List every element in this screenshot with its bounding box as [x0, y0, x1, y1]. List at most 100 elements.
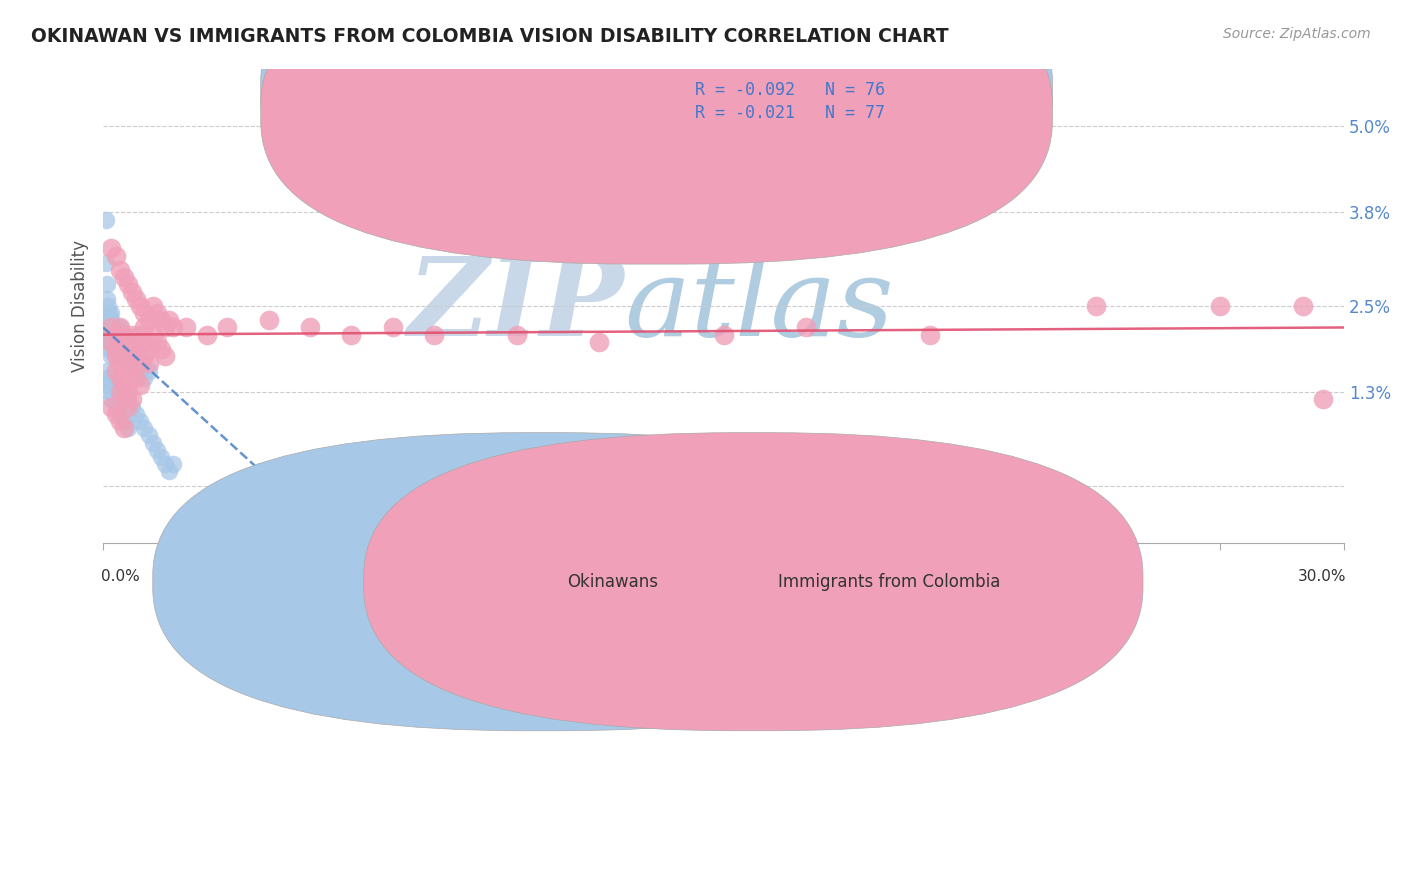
- Point: [100, 241, 122, 255]
- Point: [97, 313, 120, 327]
- Point: [794, 320, 817, 334]
- Point: [129, 356, 152, 370]
- Point: [100, 392, 122, 407]
- Point: [96, 306, 118, 320]
- Point: [129, 349, 152, 363]
- FancyBboxPatch shape: [612, 74, 953, 128]
- Point: [104, 400, 127, 414]
- Point: [108, 385, 131, 400]
- Point: [112, 342, 135, 356]
- Point: [112, 378, 135, 392]
- Point: [96, 364, 118, 378]
- Point: [112, 342, 135, 356]
- Point: [112, 414, 135, 428]
- Point: [108, 407, 131, 421]
- Point: [129, 414, 152, 428]
- Point: [100, 320, 122, 334]
- Point: [98, 327, 121, 342]
- Point: [129, 378, 152, 392]
- Text: 30.0%: 30.0%: [1298, 569, 1347, 584]
- Point: [125, 334, 148, 349]
- Point: [117, 421, 139, 435]
- Point: [162, 320, 184, 334]
- Point: [121, 342, 143, 356]
- Point: [506, 327, 529, 342]
- Point: [146, 334, 169, 349]
- Point: [713, 327, 735, 342]
- Point: [104, 334, 127, 349]
- Point: [98, 334, 121, 349]
- Point: [121, 364, 143, 378]
- Point: [117, 349, 139, 363]
- Point: [117, 385, 139, 400]
- Point: [153, 320, 176, 334]
- Point: [98, 385, 121, 400]
- Point: [1291, 299, 1313, 313]
- Point: [129, 327, 152, 342]
- Point: [103, 327, 125, 342]
- Point: [104, 407, 127, 421]
- FancyBboxPatch shape: [260, 0, 1053, 242]
- Point: [112, 327, 135, 342]
- Point: [103, 320, 125, 334]
- Point: [146, 442, 169, 457]
- Point: [125, 292, 148, 306]
- Point: [104, 378, 127, 392]
- Point: [121, 356, 143, 370]
- Point: [107, 342, 129, 356]
- Point: [98, 320, 121, 334]
- Point: [121, 327, 143, 342]
- Point: [108, 320, 131, 334]
- Point: [112, 392, 135, 407]
- Point: [142, 327, 165, 342]
- Point: [125, 349, 148, 363]
- Point: [257, 313, 280, 327]
- Point: [117, 342, 139, 356]
- Point: [104, 342, 127, 356]
- Point: [117, 277, 139, 292]
- Point: [195, 327, 218, 342]
- Point: [298, 320, 321, 334]
- Point: [98, 371, 121, 385]
- Point: [107, 334, 129, 349]
- Text: 0.0%: 0.0%: [101, 569, 139, 584]
- Point: [142, 435, 165, 450]
- Point: [97, 320, 120, 334]
- Point: [100, 342, 122, 356]
- Point: [121, 342, 143, 356]
- Point: [117, 334, 139, 349]
- Point: [97, 299, 120, 313]
- Point: [153, 457, 176, 471]
- Point: [104, 327, 127, 342]
- Point: [108, 349, 131, 363]
- Point: [108, 414, 131, 428]
- Point: [108, 356, 131, 370]
- Point: [112, 421, 135, 435]
- Point: [96, 256, 118, 270]
- Point: [104, 349, 127, 363]
- Point: [134, 349, 156, 363]
- Text: Okinawans: Okinawans: [567, 574, 658, 591]
- Point: [108, 334, 131, 349]
- Point: [104, 342, 127, 356]
- Point: [121, 400, 143, 414]
- FancyBboxPatch shape: [260, 0, 1053, 264]
- Point: [125, 349, 148, 363]
- Text: R = -0.092   N = 76: R = -0.092 N = 76: [695, 81, 884, 99]
- FancyBboxPatch shape: [153, 433, 932, 731]
- Point: [134, 320, 156, 334]
- Text: Immigrants from Colombia: Immigrants from Colombia: [778, 574, 1001, 591]
- Point: [138, 428, 160, 442]
- Point: [108, 334, 131, 349]
- Text: R = -0.021   N = 77: R = -0.021 N = 77: [695, 103, 884, 121]
- Point: [588, 334, 610, 349]
- Text: Source: ZipAtlas.com: Source: ZipAtlas.com: [1223, 27, 1371, 41]
- Point: [150, 450, 173, 464]
- Text: OKINAWAN VS IMMIGRANTS FROM COLOMBIA VISION DISABILITY CORRELATION CHART: OKINAWAN VS IMMIGRANTS FROM COLOMBIA VIS…: [31, 27, 949, 45]
- Point: [125, 407, 148, 421]
- Point: [104, 327, 127, 342]
- Point: [100, 334, 122, 349]
- Point: [117, 392, 139, 407]
- Point: [100, 327, 122, 342]
- Point: [217, 320, 239, 334]
